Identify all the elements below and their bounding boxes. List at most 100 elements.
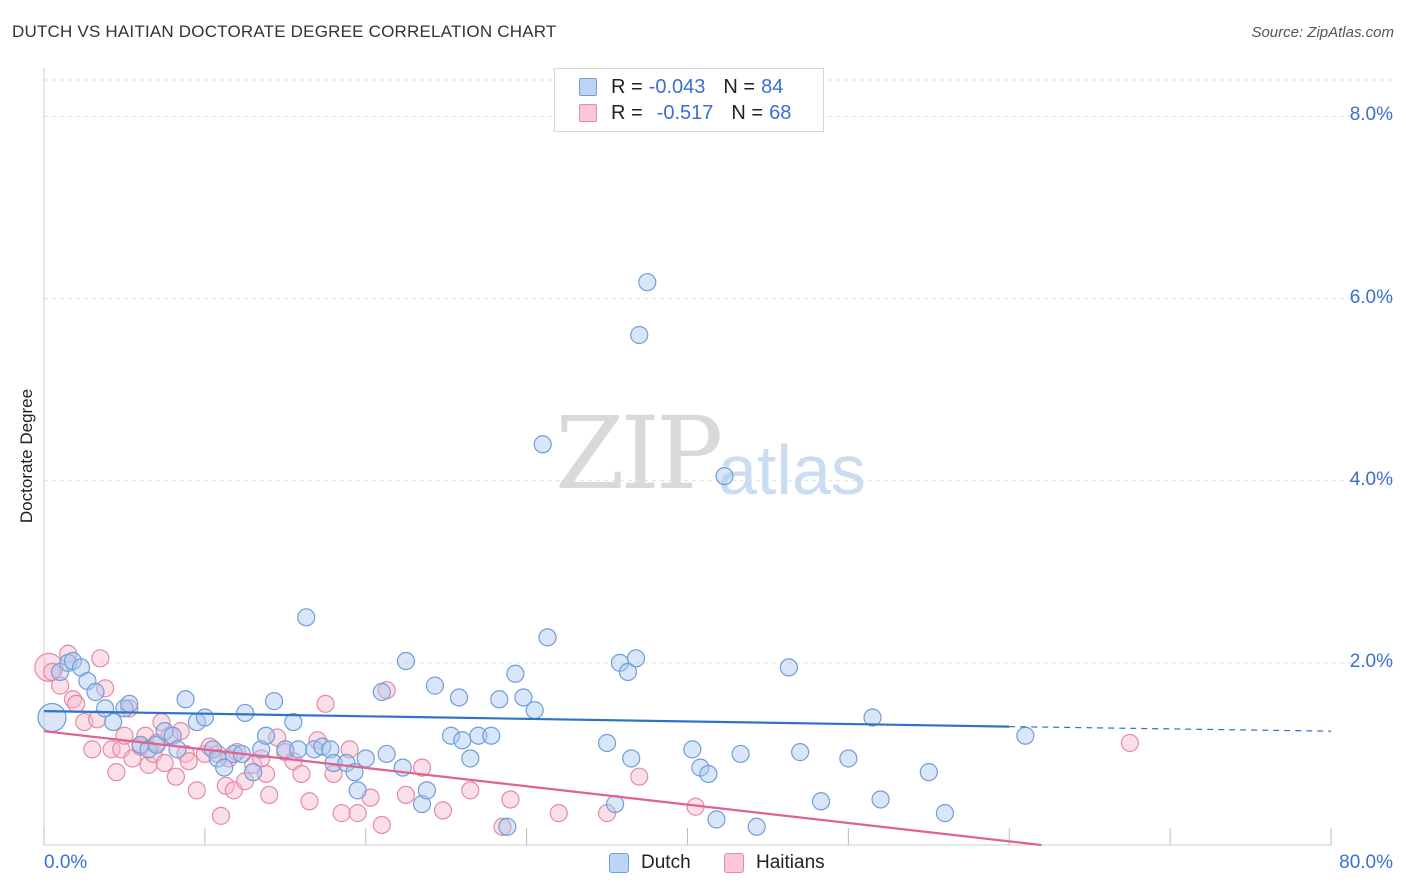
- dutch-point: [252, 740, 271, 759]
- haitians-point: [1120, 733, 1140, 753]
- haitians-n-value: 68: [769, 101, 792, 124]
- series-legend-dutch[interactable]: Dutch: [609, 852, 691, 874]
- trend-lines: [43, 710, 1332, 847]
- haitians-point: [316, 694, 335, 713]
- dutch-point: [235, 703, 255, 723]
- y-tick-label: 4.0%: [1349, 468, 1393, 490]
- legend-row-haitians: R = -0.517 N = 68: [579, 101, 791, 125]
- dutch-point: [264, 692, 284, 711]
- dutch-point: [176, 690, 195, 709]
- dutch-point: [244, 763, 263, 782]
- dutch-point: [490, 690, 509, 709]
- dutch-point: [425, 676, 445, 695]
- dutch-point: [811, 792, 831, 811]
- dutch-point: [372, 682, 391, 702]
- dutch-point: [412, 794, 432, 814]
- dutch-point: [699, 764, 718, 784]
- haitians-point: [493, 817, 512, 836]
- dutch-point: [626, 649, 646, 668]
- haitians-point: [139, 755, 158, 774]
- dutch-trend-extension: [1009, 726, 1332, 732]
- dutch-point: [707, 810, 726, 829]
- dutch-point: [348, 781, 367, 800]
- haitians-point: [549, 804, 568, 823]
- dutch-point: [256, 726, 276, 745]
- haitians-point: [292, 764, 311, 784]
- dutch-r-value: -0.043: [648, 75, 706, 98]
- haitians-point: [67, 694, 86, 713]
- y-tick-label: 6.0%: [1349, 286, 1393, 308]
- haitians-legend-swatch: [724, 853, 744, 873]
- haitians-trend-line: [43, 730, 1042, 847]
- dutch-legend-swatch: [609, 853, 629, 873]
- haitians-points: [34, 644, 1140, 836]
- dutch-point: [284, 712, 303, 732]
- watermark-zip: ZIP: [555, 395, 723, 512]
- haitians-legend-label: Haitians: [756, 852, 825, 873]
- haitians-point: [96, 679, 115, 698]
- haitians-point: [332, 804, 351, 823]
- legend-row-dutch: R = -0.043 N = 84: [579, 75, 783, 99]
- haitians-n-label: N =: [731, 101, 764, 124]
- dutch-point: [839, 749, 858, 768]
- chart-title: DUTCH VS HAITIAN DOCTORATE DEGREE CORREL…: [12, 22, 557, 41]
- dutch-point: [597, 733, 617, 753]
- haitians-point: [102, 740, 121, 759]
- haitians-point: [166, 767, 186, 786]
- haitians-point: [300, 792, 319, 811]
- dutch-point: [453, 731, 472, 750]
- dutch-point: [168, 740, 187, 759]
- haitians-point: [412, 758, 432, 777]
- haitians-point: [260, 785, 279, 805]
- dutch-point: [469, 726, 488, 745]
- dutch-point: [683, 740, 702, 759]
- series-legend: Dutch Haitians: [0, 852, 1406, 876]
- dutch-point: [791, 743, 810, 762]
- watermark-atlas: atlas: [718, 431, 866, 509]
- dutch-point: [498, 817, 517, 836]
- dutch-trend-line: [43, 710, 1010, 728]
- source-label: Source: ZipAtlas.com: [1251, 24, 1394, 41]
- dutch-point: [618, 662, 638, 682]
- haitians-point: [433, 801, 453, 820]
- haitians-point: [107, 763, 126, 782]
- axis-layer: [43, 68, 1332, 846]
- dutch-point: [747, 817, 766, 836]
- grid-layer: [44, 79, 1392, 664]
- dutch-point: [538, 628, 557, 647]
- haitians-point: [340, 740, 359, 759]
- haitians-r-value: -0.517: [656, 101, 714, 124]
- dutch-point: [1016, 726, 1035, 745]
- dutch-point: [533, 435, 552, 454]
- dutch-point: [506, 664, 525, 683]
- dutch-point: [417, 781, 436, 800]
- haitians-point: [83, 740, 102, 759]
- haitians-point: [501, 790, 520, 809]
- y-tick-label: 8.0%: [1349, 104, 1393, 126]
- dutch-point: [715, 467, 734, 486]
- dutch-point: [215, 758, 234, 777]
- haitians-point: [396, 785, 416, 805]
- haitians-point: [50, 676, 70, 695]
- dutch-point: [37, 702, 67, 733]
- haitians-r-label: R =: [611, 101, 643, 124]
- dutch-swatch: [579, 78, 597, 96]
- dutch-n-value: 84: [761, 75, 784, 98]
- dutch-point: [630, 325, 649, 345]
- dutch-point: [321, 740, 340, 759]
- haitians-point: [34, 652, 64, 683]
- haitians-point: [372, 815, 391, 835]
- dutch-r-label: R =: [611, 75, 643, 98]
- dutch-point: [86, 682, 105, 702]
- dutch-point: [163, 726, 182, 745]
- dutch-point: [195, 708, 214, 727]
- dutch-point: [514, 688, 533, 707]
- haitians-point: [91, 649, 110, 668]
- dutch-point: [919, 763, 938, 782]
- dutch-point: [289, 740, 308, 759]
- series-legend-haitians[interactable]: Haitians: [724, 852, 825, 874]
- dutch-point: [104, 712, 123, 732]
- dutch-point: [297, 608, 316, 627]
- x-tick-label: 80.0%: [1339, 852, 1393, 873]
